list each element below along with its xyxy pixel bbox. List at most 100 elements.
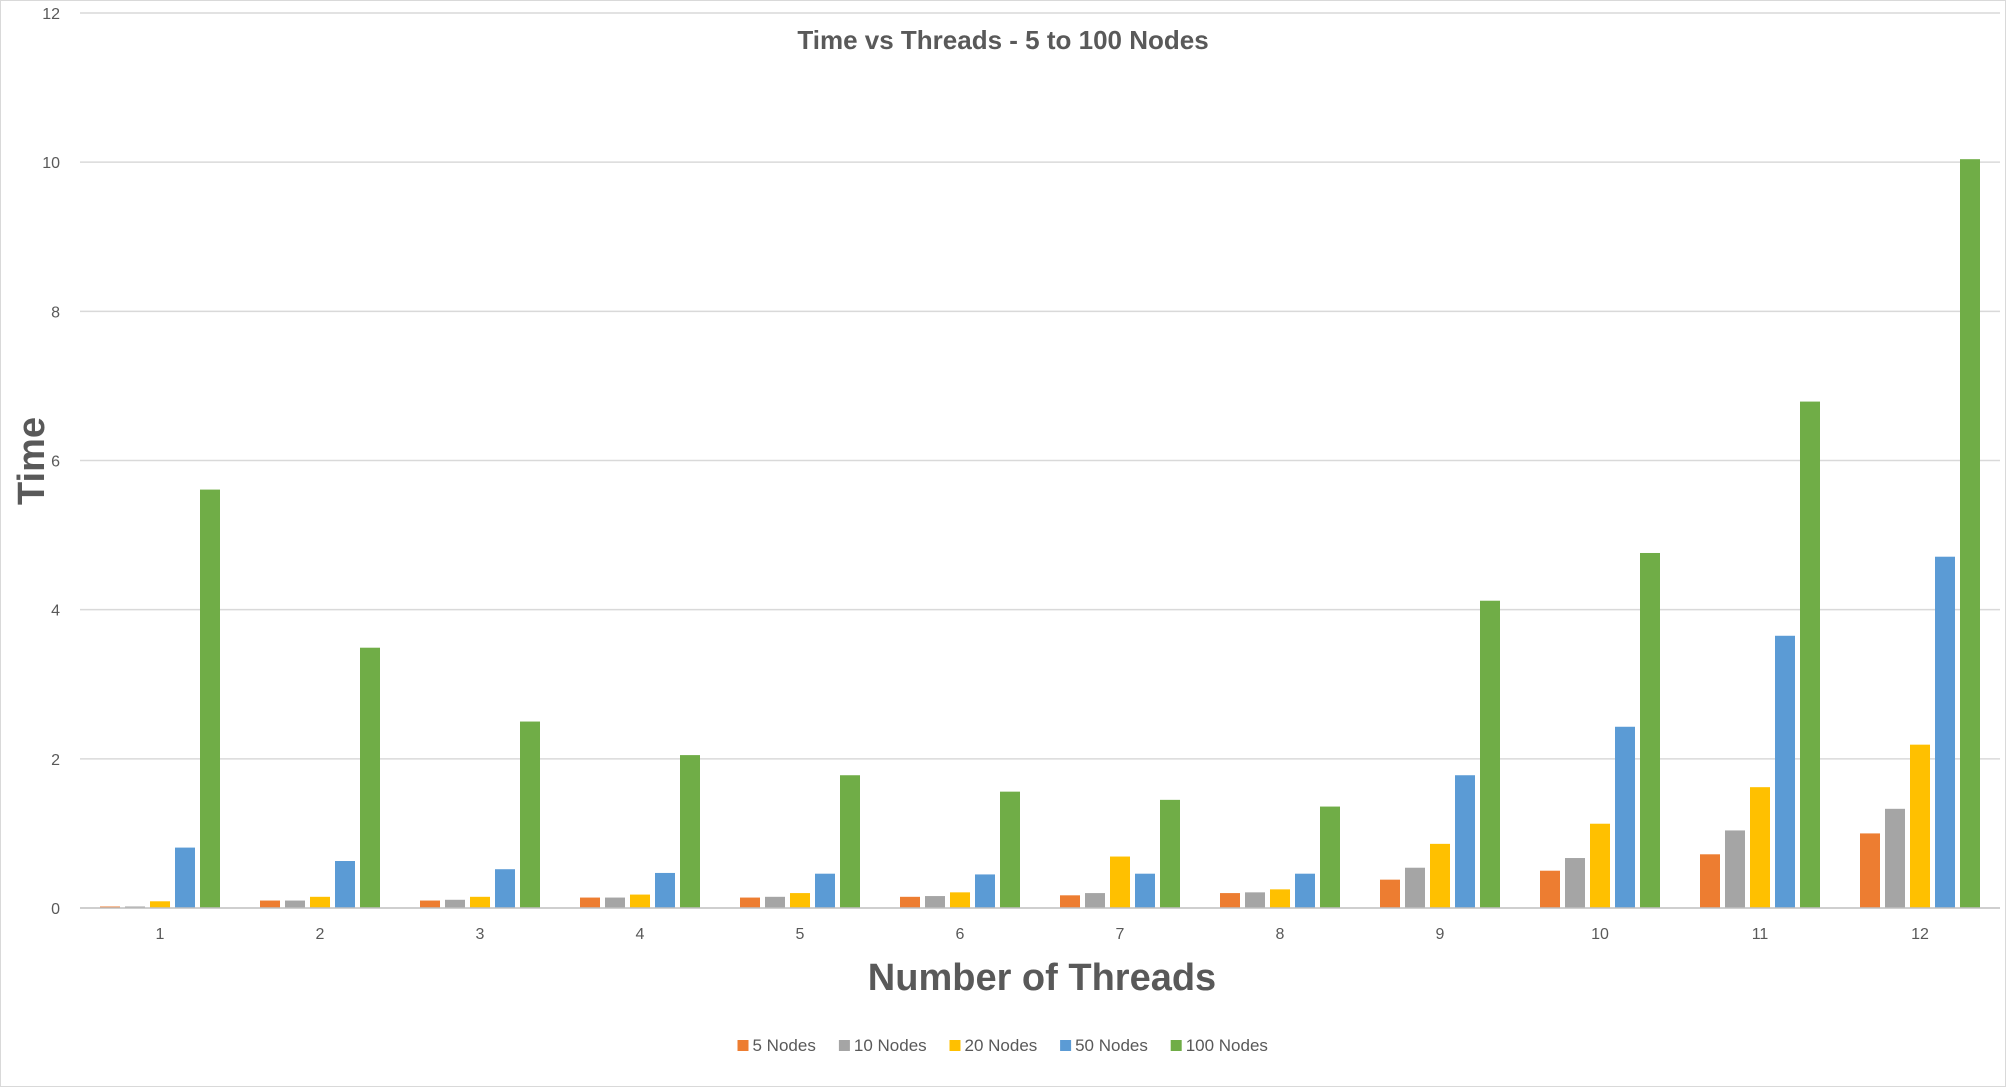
bar-5-nodes-threads-12 [1860,833,1880,908]
x-tick-label: 2 [316,926,325,943]
bar-20-nodes-threads-12 [1910,744,1930,908]
y-tick-label: 10 [42,155,60,172]
legend-label: 50 Nodes [1075,1036,1148,1055]
bar-100-nodes-threads-4 [680,755,700,908]
bar-100-nodes-threads-2 [360,647,380,908]
bar-5-nodes-threads-9 [1380,879,1400,908]
gridlines [80,12,2000,760]
legend-swatch [1170,1040,1182,1051]
bar-10-nodes-threads-2 [285,900,305,908]
bar-5-nodes-threads-8 [1220,893,1240,908]
bar-5-nodes-threads-4 [580,897,600,908]
bar-10-nodes-threads-3 [445,899,465,908]
x-tick-label: 6 [956,926,965,943]
legend-swatch [737,1040,749,1051]
bar-20-nodes-threads-11 [1750,787,1770,908]
y-tick-label: 8 [51,304,60,321]
x-tick-label: 5 [796,926,805,943]
bar-50-nodes-threads-7 [1135,873,1155,908]
y-tick-label: 2 [51,752,60,769]
bar-100-nodes-threads-7 [1160,799,1180,908]
bar-100-nodes-threads-10 [1640,552,1660,908]
bar-10-nodes-threads-10 [1565,858,1585,908]
bar-10-nodes-threads-4 [605,897,625,908]
bar-20-nodes-threads-5 [790,893,810,908]
x-tick-label: 4 [636,926,645,943]
bar-20-nodes-threads-2 [310,896,330,908]
legend-label: 20 Nodes [965,1036,1038,1055]
bar-20-nodes-threads-1 [150,901,170,908]
bar-5-nodes-threads-7 [1060,895,1080,908]
legend-item-100-nodes: 100 Nodes [1170,1036,1268,1055]
bar-10-nodes-threads-11 [1725,830,1745,908]
x-tick-label: 11 [1752,926,1769,943]
bar-50-nodes-threads-4 [655,872,675,908]
legend-label: 5 Nodes [753,1036,816,1055]
bar-100-nodes-threads-5 [840,775,860,908]
x-tick-label: 3 [476,926,485,943]
legend-label: 100 Nodes [1186,1036,1268,1055]
bar-100-nodes-threads-11 [1800,401,1820,908]
legend-swatch [1060,1040,1072,1051]
bar-5-nodes-threads-3 [420,900,440,908]
legend-item-20-nodes: 20 Nodes [949,1036,1038,1055]
legend-item-10-nodes: 10 Nodes [838,1036,927,1055]
x-tick-label: 7 [1116,926,1125,943]
bar-5-nodes-threads-11 [1700,854,1720,908]
y-tick-label: 12 [42,6,60,23]
bar-100-nodes-threads-8 [1320,806,1340,908]
bar-10-nodes-threads-6 [925,896,945,908]
legend: 5 Nodes 10 Nodes 20 Nodes 50 Nodes 100 Nodes [737,1036,1268,1055]
bar-20-nodes-threads-6 [950,892,970,908]
bar-10-nodes-threads-9 [1405,867,1425,908]
bar-100-nodes-threads-6 [1000,791,1020,908]
y-axis-title: Time [11,417,53,505]
bar-100-nodes-threads-9 [1480,600,1500,908]
bar-50-nodes-threads-1 [175,847,195,908]
bar-5-nodes-threads-5 [740,897,760,908]
x-tick-label: 10 [1591,926,1609,943]
bar-5-nodes-threads-6 [900,896,920,908]
bar-10-nodes-threads-7 [1085,893,1105,908]
bar-50-nodes-threads-6 [975,874,995,908]
bar-100-nodes-threads-1 [200,489,220,908]
bar-10-nodes-threads-12 [1885,808,1905,908]
bar-100-nodes-threads-3 [520,721,540,908]
legend-item-5-nodes: 5 Nodes [737,1036,816,1055]
bar-50-nodes-threads-5 [815,873,835,908]
bar-20-nodes-threads-7 [1110,856,1130,908]
x-tick-label: 1 [156,926,165,943]
bar-50-nodes-threads-3 [495,869,515,908]
bar-5-nodes-threads-2 [260,900,280,908]
y-tick-label: 6 [51,454,60,471]
x-tick-label: 12 [1911,926,1929,943]
bars [100,159,1980,908]
bar-50-nodes-threads-2 [335,861,355,908]
bar-100-nodes-threads-12 [1960,159,1980,908]
y-tick-label: 0 [51,901,60,918]
bar-20-nodes-threads-8 [1270,889,1290,908]
bar-50-nodes-threads-11 [1775,635,1795,908]
bar-20-nodes-threads-9 [1430,843,1450,908]
bar-20-nodes-threads-10 [1590,823,1610,908]
legend-item-50-nodes: 50 Nodes [1060,1036,1148,1055]
legend-swatch [838,1040,850,1051]
bar-20-nodes-threads-3 [470,896,490,908]
bar-5-nodes-threads-10 [1540,870,1560,908]
bar-10-nodes-threads-8 [1245,892,1265,908]
bar-50-nodes-threads-8 [1295,873,1315,908]
bar-20-nodes-threads-4 [630,894,650,908]
bar-50-nodes-threads-12 [1935,556,1955,908]
x-axis-title: Number of Threads [868,957,1216,999]
chart-title: Time vs Threads - 5 to 100 Nodes [797,25,1208,55]
bar-50-nodes-threads-9 [1455,775,1475,908]
legend-label: 10 Nodes [854,1036,927,1055]
bar-10-nodes-threads-5 [765,896,785,908]
bar-50-nodes-threads-10 [1615,726,1635,908]
x-tick-label: 8 [1276,926,1285,943]
legend-swatch [949,1040,961,1051]
